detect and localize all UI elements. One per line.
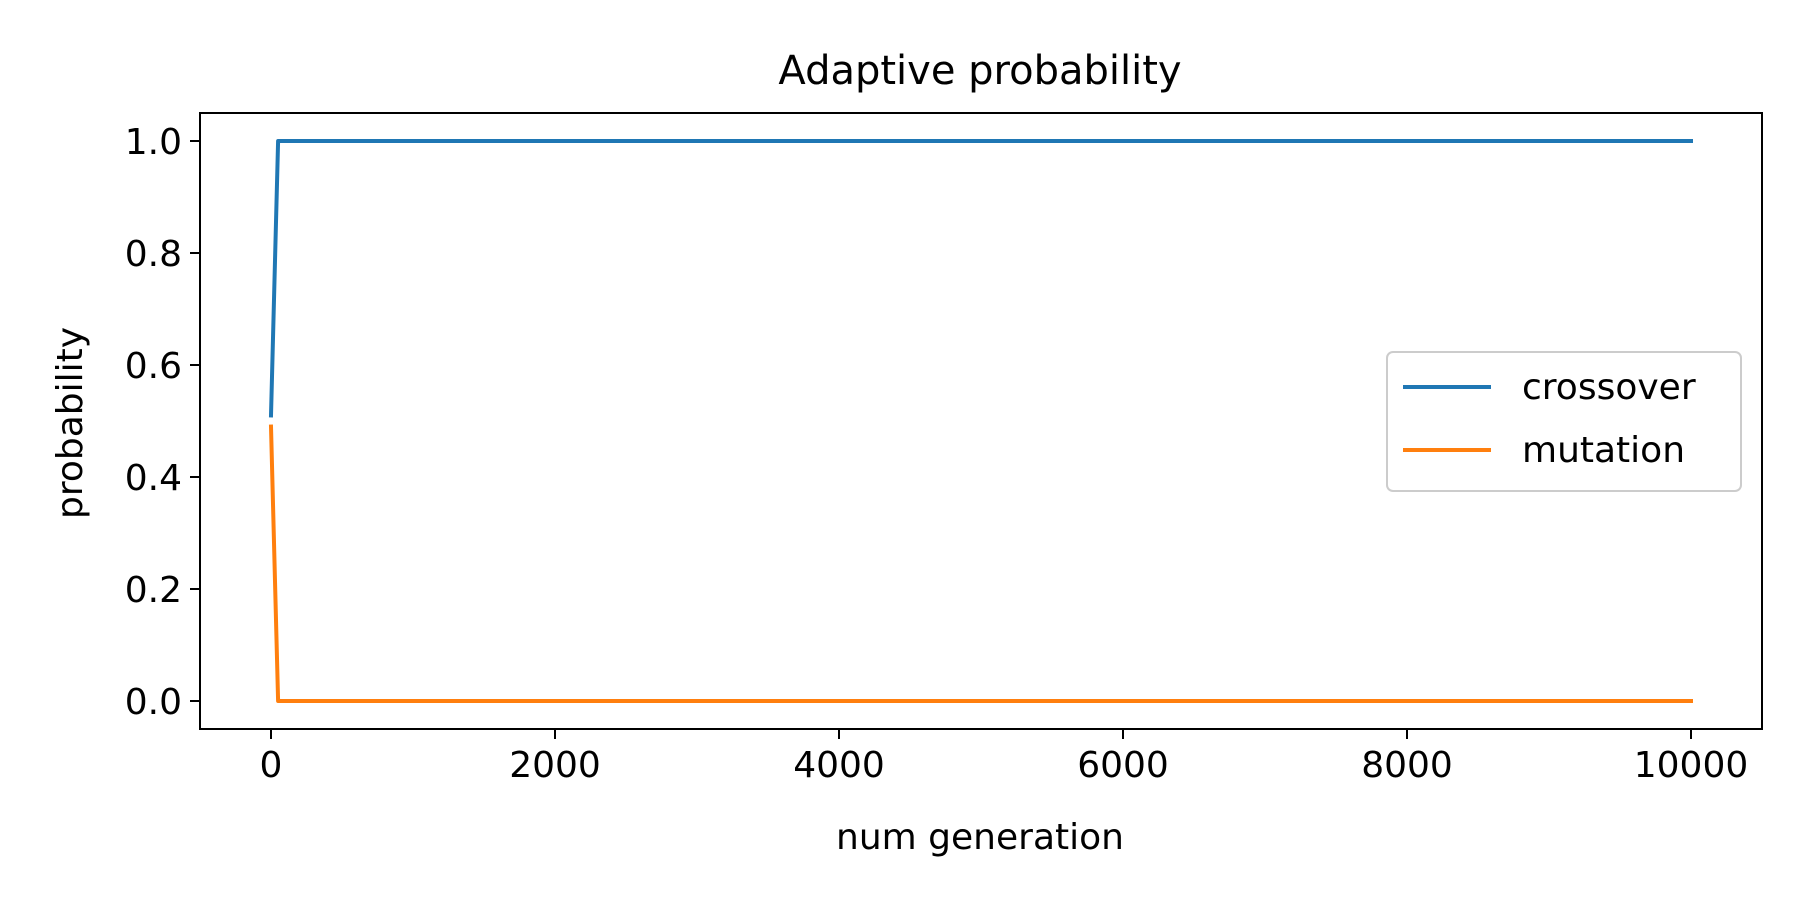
x-tick-label: 10000: [1634, 745, 1749, 786]
x-axis-label: num generation: [836, 817, 1124, 858]
x-tick-label: 2000: [509, 745, 601, 786]
y-tick-label: 0.8: [125, 234, 182, 275]
series-line-mutation: [268, 424, 1693, 703]
x-tick-label: 0: [260, 745, 283, 786]
y-tick-label: 1.0: [125, 122, 182, 163]
chart-title: Adaptive probability: [778, 48, 1181, 94]
y-tick-label: 0.2: [125, 570, 182, 611]
plot-lines: [268, 139, 1693, 703]
x-axis-ticks: 0 2000 4000 6000 8000 10000: [260, 729, 1749, 786]
x-tick-label: 8000: [1361, 745, 1453, 786]
y-axis-ticks: 0.0 0.2 0.4 0.6 0.8 1.0: [125, 122, 200, 723]
y-tick-label: 0.0: [125, 682, 182, 723]
plot-frame: [199, 112, 1763, 730]
x-tick-label: 4000: [793, 745, 885, 786]
y-axis-label: probability: [50, 327, 91, 519]
series-line-crossover: [268, 139, 1693, 418]
x-tick-label: 6000: [1077, 745, 1169, 786]
legend: crossover mutation: [1386, 351, 1742, 492]
y-tick-label: 0.4: [125, 458, 182, 499]
legend-label-mutation: mutation: [1522, 430, 1685, 471]
y-tick-label: 0.6: [125, 346, 182, 387]
legend-label-crossover: crossover: [1522, 367, 1696, 408]
